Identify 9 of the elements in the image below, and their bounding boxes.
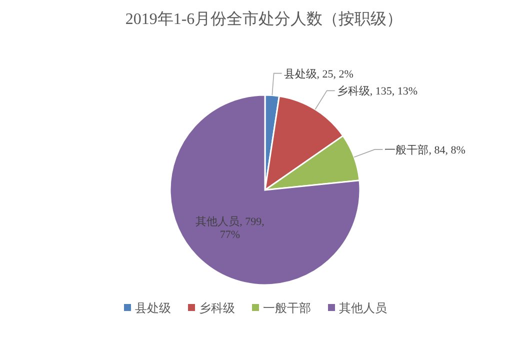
legend-label: 其他人员 bbox=[339, 301, 387, 315]
data-label: 一般干部, 84, 8% bbox=[384, 143, 466, 156]
chart-title: 2019年1-6月份全市处分人数（按职级） bbox=[125, 10, 403, 28]
data-label: 乡科级, 135, 13% bbox=[336, 84, 418, 98]
legend-label: 乡科级 bbox=[199, 301, 235, 315]
data-label: 其他人员, 799, 77% bbox=[196, 214, 265, 241]
legend-label: 县处级 bbox=[135, 301, 171, 315]
legend-label: 一般干部 bbox=[263, 301, 311, 315]
data-label: 县处级, 25, 2% bbox=[284, 67, 354, 80]
